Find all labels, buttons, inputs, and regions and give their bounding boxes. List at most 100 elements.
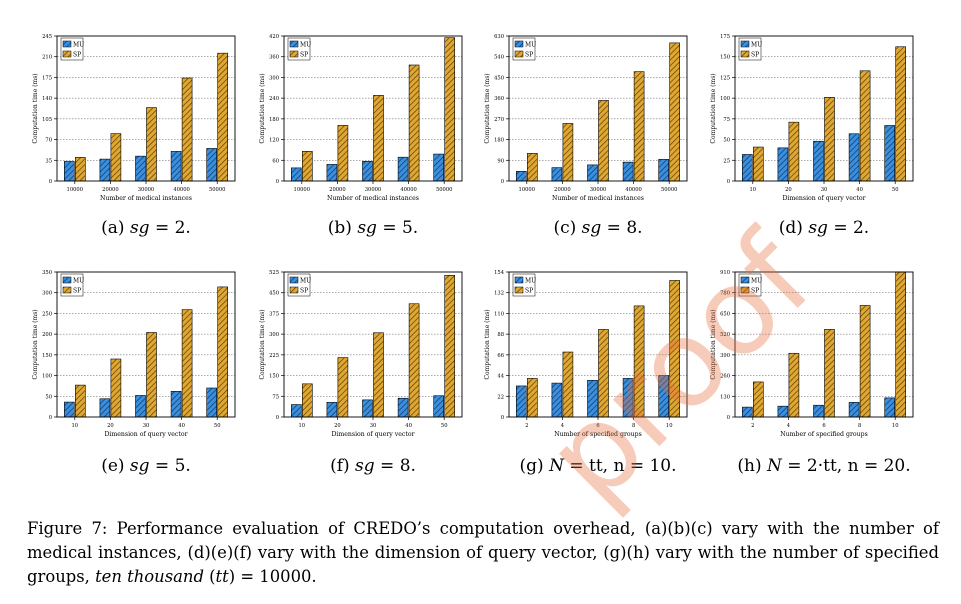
y-tick-label: 390 (720, 353, 730, 359)
y-tick-label: 100 (42, 374, 52, 380)
plot-frame (283, 271, 463, 418)
legend-swatch-mu (62, 40, 72, 48)
y-tick-label: 450 (269, 291, 279, 297)
legend-label-mu: MU (525, 278, 536, 285)
bar-mu (290, 167, 302, 182)
bar-sp (824, 97, 835, 182)
x-tick-label: 50 (214, 423, 221, 429)
legend-swatch-mu (514, 276, 524, 284)
plot-frame (508, 271, 688, 418)
x-tick-label: 30000 (590, 187, 607, 193)
y-axis-label: Computation time (ms) (32, 309, 39, 379)
bar-mu (741, 406, 753, 418)
y-tick-label: 0 (276, 179, 279, 185)
y-tick-label: 300 (42, 291, 52, 297)
y-tick-label: 240 (269, 96, 279, 102)
panel-label: (g) (519, 456, 550, 476)
caption-text-3: ) = 10000. (228, 567, 317, 586)
panel-condition: = 5. (376, 218, 419, 238)
y-tick-label: 50 (723, 138, 730, 144)
chart-panel-4: 0 25 50 75 100 125 150 175 10 20 30 40 50 Dimension o… (710, 34, 914, 202)
bar-mu (64, 401, 75, 418)
legend-swatch-sp (62, 286, 72, 294)
bar-mu (658, 159, 670, 182)
bar-mu (551, 167, 563, 182)
bar-mu (587, 379, 598, 418)
x-tick-label: 2 (751, 423, 754, 429)
chart-panel-1: 0 35 70 105 140 175 210 245 10000 20000 30000 40000… (32, 34, 236, 202)
y-axis-label: Computation time (ms) (484, 309, 491, 379)
panel-caption-6: (f) sg = 8. (263, 456, 483, 476)
panel-caption-5: (e) sg = 5. (36, 456, 256, 476)
legend-swatch-mu (514, 40, 524, 48)
bar-sp (181, 309, 193, 418)
bar-sp (337, 357, 349, 418)
legend-swatch-sp (289, 286, 299, 294)
y-tick-label: 66 (497, 353, 504, 359)
y-tick-label: 125 (720, 75, 730, 81)
x-tick-label: 50000 (436, 187, 453, 193)
legend-label-sp: SP (525, 288, 533, 295)
x-tick-label: 20000 (102, 187, 119, 193)
bar-mu (658, 375, 670, 418)
bar-sp (562, 123, 574, 182)
x-tick-label: 20 (334, 423, 341, 429)
bar-sp (859, 70, 871, 182)
x-tick-label: 20000 (554, 187, 571, 193)
legend-swatch-sp (62, 50, 72, 58)
y-tick-label: 0 (727, 415, 730, 421)
legend-label-mu: MU (300, 42, 311, 49)
y-tick-label: 360 (269, 55, 279, 61)
y-tick-label: 175 (720, 34, 730, 40)
bar-mu (135, 155, 146, 182)
panel-variable: sg (355, 456, 375, 476)
legend-swatch-mu (289, 276, 299, 284)
bar-sp (110, 358, 122, 418)
legend-label-sp: SP (300, 52, 308, 59)
bar-sp (146, 107, 157, 182)
panel-variable: N (766, 456, 782, 476)
y-tick-label: 175 (42, 75, 52, 81)
legend-label-mu: MU (751, 278, 762, 285)
y-tick-label: 245 (42, 34, 52, 40)
bar-mu (326, 402, 338, 418)
panel-variable: sg (129, 456, 150, 476)
y-tick-label: 210 (42, 55, 52, 61)
x-tick-label: 10000 (519, 187, 536, 193)
y-axis-label: Computation time (ms) (259, 73, 266, 143)
bar-mu (170, 151, 182, 182)
panel-label: (e) (101, 456, 130, 476)
bar-mu (170, 391, 182, 418)
x-tick-label: 40 (405, 423, 412, 429)
bar-mu (848, 402, 860, 418)
x-tick-label: 20000 (329, 187, 346, 193)
legend-swatch-sp (740, 286, 750, 294)
bar-mu (206, 148, 217, 182)
panel-caption-8: (h) N = 2·tt, n = 20. (714, 456, 934, 476)
figure-caption: Figure 7: Performance evaluation of CRED… (27, 517, 939, 589)
bar-mu (99, 398, 111, 418)
panel-variable: N (549, 456, 564, 476)
y-tick-label: 375 (269, 311, 279, 317)
x-tick-label: 10000 (67, 187, 84, 193)
x-tick-label: 6 (596, 423, 599, 429)
bar-mu (813, 140, 824, 182)
bar-sp (526, 153, 538, 182)
x-tick-label: 50 (892, 187, 899, 193)
panel-condition: = 5. (149, 456, 191, 476)
panel-label: (c) (553, 218, 582, 238)
x-tick-label: 50000 (209, 187, 226, 193)
y-axis-label: Computation time (ms) (32, 73, 39, 143)
bar-mu (99, 158, 111, 182)
bar-sp (859, 305, 871, 418)
bar-sp (75, 157, 86, 182)
legend-label-sp: SP (525, 52, 533, 59)
plot-frame (508, 35, 688, 182)
y-tick-label: 540 (494, 55, 504, 61)
y-tick-label: 780 (720, 291, 730, 297)
y-tick-label: 525 (269, 270, 279, 276)
bar-sp (146, 332, 157, 418)
chart-panel-5: 0 50 100 150 200 250 300 350 10 20 30 40 50 Dimension… (32, 270, 236, 438)
y-tick-label: 130 (720, 394, 730, 400)
y-tick-label: 0 (49, 415, 52, 421)
